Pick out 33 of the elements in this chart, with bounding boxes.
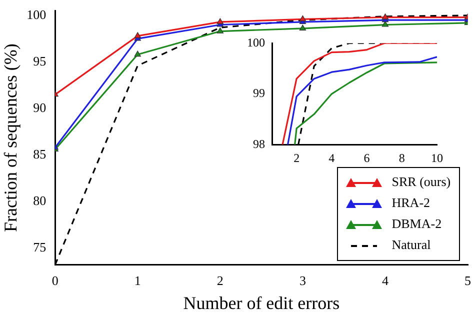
x-tick-label: 1 xyxy=(134,273,141,288)
legend-label: SRR (ours) xyxy=(392,174,451,190)
y-tick-label: 95 xyxy=(33,53,46,68)
x-tick-label: 2 xyxy=(216,273,224,288)
y-tick-label: 100 xyxy=(247,35,265,50)
legend-label: Natural xyxy=(392,237,431,254)
y-tick-label: 80 xyxy=(33,192,46,208)
x-tick-label: 5 xyxy=(464,273,471,288)
point xyxy=(134,50,141,57)
y-axis-title: Fraction of sequences (%) xyxy=(0,44,21,232)
legend-label: HRA-2 xyxy=(392,195,430,212)
x-tick-label: 6 xyxy=(364,150,370,165)
point xyxy=(299,15,306,22)
x-tick-label: 4 xyxy=(382,273,389,288)
x-tick-label: 0 xyxy=(52,273,58,288)
x-tick-label: 3 xyxy=(299,273,306,288)
x-tick-label: 2 xyxy=(294,150,300,165)
x-tick-label: 10 xyxy=(431,150,443,165)
y-tick-label: 98 xyxy=(253,136,265,151)
point xyxy=(382,14,389,20)
y-tick-label: 100 xyxy=(26,6,46,22)
point xyxy=(134,32,141,38)
legend-label: DBMA-2 xyxy=(392,216,442,232)
y-tick-label: 99 xyxy=(253,86,265,100)
x-axis-title: Number of edit errors xyxy=(183,292,340,313)
point xyxy=(216,18,224,24)
point xyxy=(216,27,224,34)
y-tick-label: 75 xyxy=(33,239,46,254)
y-tick-label: 90 xyxy=(33,100,46,115)
point xyxy=(299,24,306,31)
x-tick-label: 8 xyxy=(398,150,405,165)
x-tick-label: 4 xyxy=(328,150,335,165)
y-tick-label: 85 xyxy=(33,146,46,162)
